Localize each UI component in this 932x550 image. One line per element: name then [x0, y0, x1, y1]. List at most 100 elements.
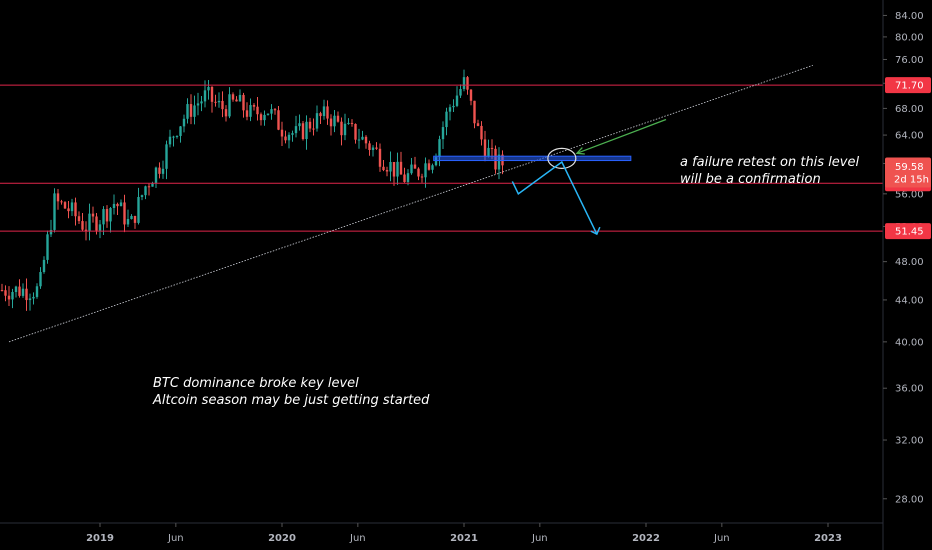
candle-body — [448, 107, 452, 112]
candle-body — [7, 295, 11, 300]
level-price-label: 71.70 — [895, 81, 924, 92]
level-price-badge — [885, 77, 931, 94]
candle-body — [480, 125, 483, 140]
candle-body — [364, 136, 368, 144]
candle-body — [210, 86, 214, 102]
candle-body — [49, 229, 53, 235]
candle-body — [462, 77, 466, 90]
candle-body — [60, 201, 63, 203]
time-axis[interactable]: 2019 Jun 2020 Jun 2021 Jun 2022 Jun 2023 — [0, 522, 883, 544]
candle-body — [259, 114, 263, 121]
candle-body — [452, 105, 455, 108]
candle-body — [235, 99, 238, 102]
projected-path-arrow — [511, 160, 598, 235]
candle-body — [203, 90, 207, 102]
candle-body — [200, 101, 203, 104]
candle-body — [469, 89, 473, 101]
price-tick-label: 48.00 — [895, 257, 924, 268]
price-tick-label: 28.00 — [895, 494, 924, 505]
candle-body — [287, 134, 291, 141]
candle-body — [123, 202, 126, 225]
candle-body — [245, 110, 249, 117]
candle-body — [165, 144, 168, 169]
candle-body — [126, 219, 130, 225]
candle-body — [119, 202, 123, 207]
candle-body — [392, 161, 396, 177]
candle-body — [273, 109, 277, 111]
candle-body — [410, 164, 413, 174]
candle-body — [0, 290, 4, 292]
candle-body — [18, 286, 21, 296]
candle-body — [147, 186, 151, 188]
candle-body — [11, 292, 14, 300]
candle-body — [214, 101, 217, 103]
candle-body — [389, 161, 392, 172]
candle-body — [221, 100, 224, 110]
candle-body — [105, 209, 109, 222]
candle-body — [378, 148, 382, 167]
candle-body — [133, 215, 137, 223]
candle-body — [193, 105, 196, 117]
price-tick-label: 68.00 — [895, 104, 924, 115]
candle-body — [406, 173, 410, 183]
candle-body — [228, 94, 231, 117]
time-tick-label: 2020 — [268, 533, 296, 544]
candle-body — [63, 202, 67, 209]
price-tick-label: 36.00 — [895, 384, 924, 395]
candle-body — [263, 114, 266, 121]
candle-body — [487, 147, 490, 157]
candle-body — [333, 115, 336, 127]
candle-body — [154, 167, 158, 184]
candle-body — [420, 176, 424, 178]
candle-body — [368, 143, 371, 151]
candle-body — [483, 139, 487, 157]
candle-body — [476, 123, 480, 126]
last-price-label: 59.58 — [895, 162, 924, 173]
candle-body — [151, 183, 154, 187]
candle-body — [186, 104, 189, 119]
candle-body — [413, 164, 417, 169]
candle-body — [112, 203, 116, 208]
candle-body — [371, 147, 375, 151]
time-tick-label: 2022 — [632, 533, 660, 544]
candle-body — [308, 121, 312, 129]
price-tick-label: 32.00 — [895, 436, 924, 447]
retest-zone — [433, 155, 632, 162]
level-price-badge — [885, 223, 931, 240]
candle-body — [179, 126, 182, 136]
candle-body — [399, 161, 403, 175]
candle-body — [189, 104, 193, 117]
candle-body — [158, 167, 161, 174]
candle-body — [473, 100, 476, 124]
candle-body — [350, 122, 354, 124]
candle-body — [375, 147, 378, 149]
candle-body — [445, 111, 448, 128]
candle-body — [74, 202, 77, 217]
candle-body — [140, 195, 144, 198]
candle-body — [21, 288, 25, 296]
time-tick-label: Jun — [531, 533, 548, 544]
candle-body — [70, 202, 74, 212]
candle-body — [312, 128, 315, 130]
candle-body — [301, 123, 305, 140]
time-tick-label: 2021 — [450, 533, 478, 544]
price-tick-label: 64.00 — [895, 131, 924, 142]
candle-body — [28, 298, 32, 301]
candle-body — [459, 89, 462, 96]
price-axis[interactable]: 84.0080.0076.0072.0068.0064.0060.0056.00… — [882, 0, 931, 550]
annotation-failure-retest-line2: will be a confirmation — [680, 172, 821, 187]
price-tick-label: 76.00 — [895, 55, 924, 66]
candle-body — [217, 100, 221, 103]
price-tick-label: 44.00 — [895, 295, 924, 306]
green-pointer-arrow — [576, 118, 667, 154]
price-tick-label: 40.00 — [895, 337, 924, 348]
candle-body — [434, 157, 438, 166]
arrowhead — [575, 147, 585, 155]
candle-body — [319, 113, 322, 117]
candle-body — [56, 193, 60, 202]
candle-body — [84, 229, 88, 231]
candle-body — [88, 213, 91, 231]
candle-body — [396, 161, 399, 177]
time-tick-label: 2019 — [86, 533, 114, 544]
